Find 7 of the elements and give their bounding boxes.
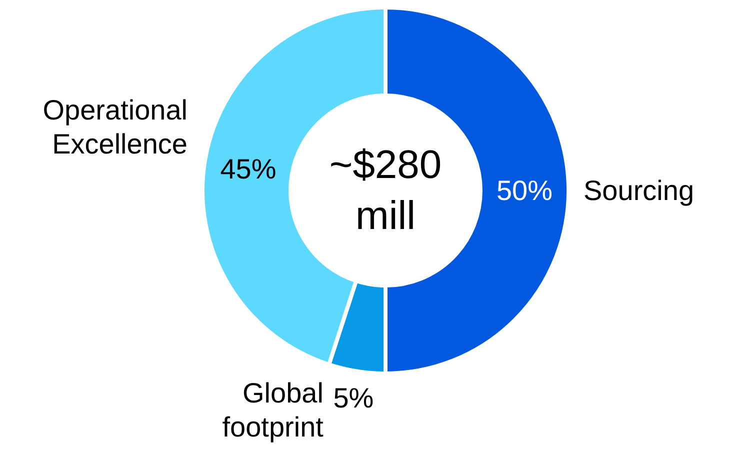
text: ~$280 mill <box>329 143 442 238</box>
slice-label: Operational Excellence <box>42 94 188 160</box>
slice-label: Sourcing <box>584 175 694 206</box>
slice-label: Global footprint <box>222 377 324 443</box>
data-label: 5% <box>333 382 374 414</box>
data-label: 45% <box>220 153 276 184</box>
data-label: 50% <box>496 175 553 206</box>
